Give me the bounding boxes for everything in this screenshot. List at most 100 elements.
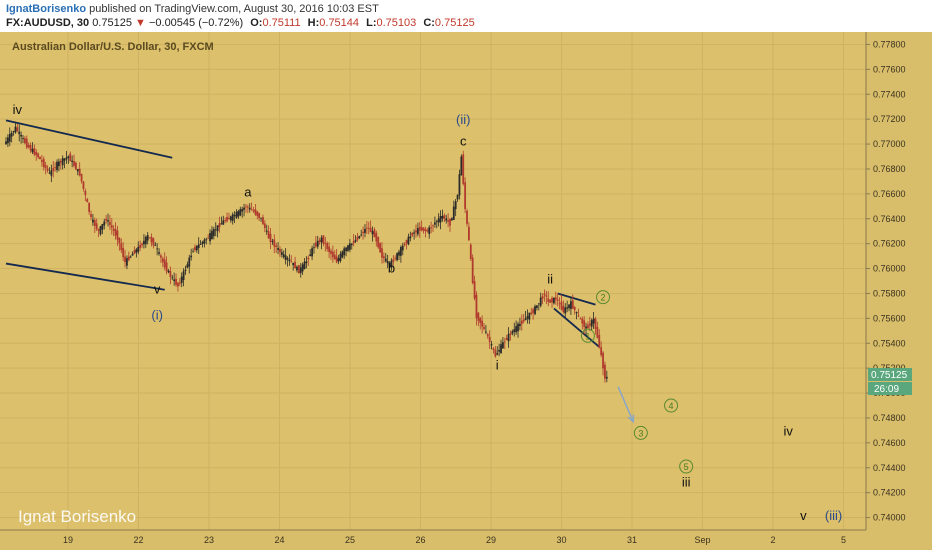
candle-body xyxy=(92,219,94,223)
y-tick-label: 0.75800 xyxy=(873,288,906,298)
candle-body xyxy=(294,261,296,269)
candle-body xyxy=(229,216,232,221)
candle-body xyxy=(519,323,521,326)
candle-body xyxy=(354,239,357,242)
candle-body xyxy=(10,132,13,137)
trendline xyxy=(557,292,596,306)
candle-body xyxy=(269,233,272,243)
candle-body xyxy=(90,214,92,217)
candle-body xyxy=(207,237,210,239)
candle-body xyxy=(450,218,453,221)
candle-body xyxy=(27,144,30,148)
arrow-shaft xyxy=(617,386,634,422)
candle-body xyxy=(424,229,427,231)
candle-body xyxy=(86,199,89,203)
candle-body xyxy=(273,239,276,247)
plot-area[interactable] xyxy=(0,32,866,530)
candle-body xyxy=(12,131,15,133)
time-axis[interactable]: 19 22 23 24 25 26 29 30 31 Sep 2 5 xyxy=(63,535,846,545)
candle-body xyxy=(360,234,363,236)
candle-body xyxy=(485,331,487,333)
candle-body xyxy=(588,323,591,326)
candle-body xyxy=(277,248,279,250)
candle-body xyxy=(445,218,448,221)
candle-body xyxy=(358,236,361,239)
candle-body xyxy=(280,252,283,255)
candle-body xyxy=(335,256,338,263)
candle-body xyxy=(95,223,98,230)
candle-body xyxy=(171,277,174,279)
candle-body xyxy=(605,376,608,379)
candle-body xyxy=(139,244,142,248)
candle-body xyxy=(449,218,451,226)
candle-body xyxy=(401,245,404,251)
candle-body xyxy=(585,326,587,329)
candle-body xyxy=(570,301,572,309)
wave-circle xyxy=(664,398,679,413)
ohlc-line: FX:AUDUSD, 30 0.75125 ▼ −0.00545 (−0.72%… xyxy=(6,16,475,30)
x-tick-label: 23 xyxy=(204,535,214,545)
price-chart[interactable]: Australian Dollar/U.S. Dollar, 30, FXCM … xyxy=(0,32,932,550)
candle-body xyxy=(75,162,77,170)
candle-body xyxy=(73,161,75,166)
candle-body xyxy=(260,217,262,219)
candle-body xyxy=(182,271,185,281)
candle-body xyxy=(303,261,306,270)
trendline xyxy=(5,262,165,291)
chart-area[interactable]: Australian Dollar/U.S. Dollar, 30, FXCM … xyxy=(0,32,932,550)
y-tick-label: 0.74400 xyxy=(873,463,906,473)
candle-body xyxy=(373,229,376,238)
candle-body xyxy=(566,307,569,309)
candle-body xyxy=(362,231,364,234)
candle-body xyxy=(63,158,66,161)
candle-body xyxy=(320,237,323,243)
candle-body xyxy=(18,131,21,135)
candle-body xyxy=(392,259,395,262)
candle-body xyxy=(233,215,236,217)
candle-body xyxy=(146,235,149,241)
candle-body xyxy=(313,247,315,249)
candle-body xyxy=(409,236,412,239)
candle-body xyxy=(564,307,567,314)
candle-body xyxy=(560,301,563,310)
candle-body xyxy=(169,270,172,278)
candle-body xyxy=(184,269,187,272)
candle-body xyxy=(126,258,128,266)
candle-body xyxy=(135,249,138,253)
candle-body xyxy=(517,323,519,332)
candle-body xyxy=(532,309,535,313)
candle-body xyxy=(243,207,245,210)
candle-body xyxy=(158,252,160,254)
y-tick-label: 0.74600 xyxy=(873,438,906,448)
candle-body xyxy=(48,172,51,174)
candle-body xyxy=(439,216,442,223)
candle-body xyxy=(388,262,391,267)
x-tick-label: 2 xyxy=(770,535,775,545)
candle-body xyxy=(483,326,485,329)
candle-body xyxy=(239,209,242,216)
candle-body xyxy=(40,160,43,162)
candle-body xyxy=(330,250,332,254)
candle-body xyxy=(5,141,7,145)
candle-body xyxy=(299,267,302,274)
candle-body xyxy=(282,254,285,257)
candle-body xyxy=(71,160,74,162)
candle-body xyxy=(290,261,293,263)
candle-body xyxy=(432,225,434,227)
candle-body xyxy=(178,282,181,284)
candle-body xyxy=(275,245,278,248)
author-link[interactable]: IgnatBorisenko xyxy=(6,3,87,15)
candle-body xyxy=(44,165,47,169)
candle-body xyxy=(403,243,406,246)
candle-body xyxy=(133,250,136,254)
wave-label: iii xyxy=(682,474,691,489)
x-tick-label: 25 xyxy=(345,535,355,545)
candle-body xyxy=(454,201,457,210)
candle-body xyxy=(160,255,162,258)
candle-body xyxy=(88,202,91,212)
countdown-badge-bg xyxy=(868,382,912,395)
candle-body xyxy=(144,236,147,245)
price-axis[interactable]: 0.77800 0.77600 0.77400 0.77200 0.77000 0.768… xyxy=(866,39,906,523)
y-tick-label: 0.77200 xyxy=(873,114,906,124)
candle-body xyxy=(604,364,606,379)
